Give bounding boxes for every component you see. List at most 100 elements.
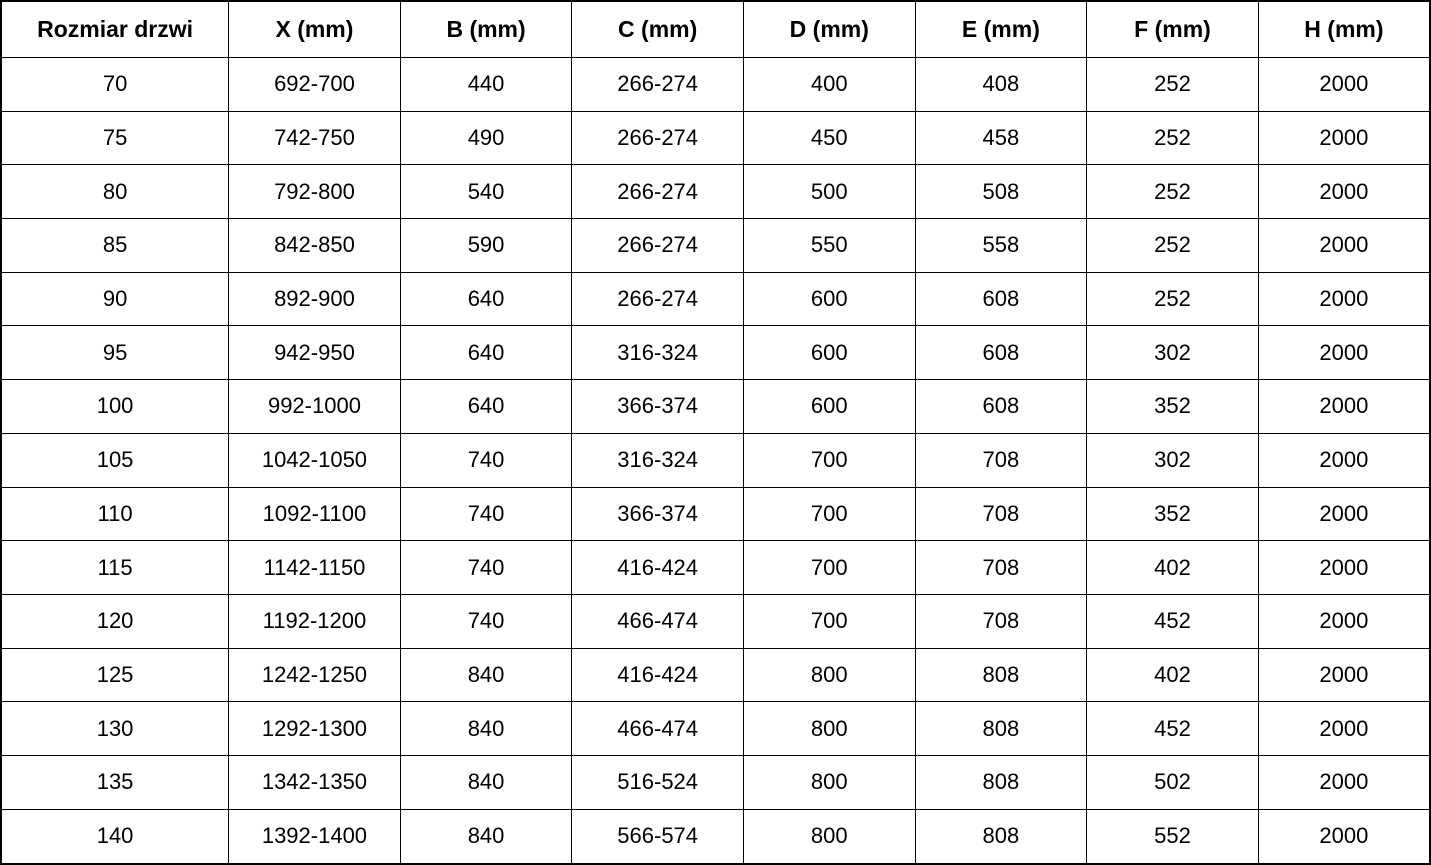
dimension-cell: 402 [1086,647,1259,703]
column-header: C (mm) [571,0,744,58]
dimension-cell: 466-474 [571,701,744,756]
dimension-cell: 266-274 [571,110,744,166]
dimension-cell: 740 [399,540,573,595]
dimension-cell: 800 [742,701,916,756]
dimension-cell: 316-324 [571,432,744,488]
dimension-cell: 2000 [1257,808,1431,865]
dimension-cell: 450 [742,110,916,166]
dimension-cell: 2000 [1257,593,1431,649]
dimension-cell: 252 [1086,218,1259,273]
dimension-cell: 1242-1250 [228,647,401,703]
door-size-cell: 110 [0,486,230,542]
dimension-cell: 366-374 [571,379,744,434]
door-size-cell: 125 [0,647,230,703]
dimension-cell: 700 [742,432,916,488]
door-size-cell: 115 [0,540,230,595]
dimension-cell: 640 [399,379,573,434]
table-row: 95 942-950 640 316-324 600 608 302 2000 [0,325,1431,381]
dimension-cell: 600 [742,325,916,381]
dimension-cell: 1342-1350 [228,754,401,810]
dimension-cell: 2000 [1257,379,1431,434]
header-row: Rozmiar drzwi X (mm) B (mm) C (mm) D (mm) E (… [0,0,1431,58]
dimension-cell: 800 [742,808,916,865]
dimension-cell: 808 [914,647,1088,703]
door-size-cell: 105 [0,432,230,488]
door-size-cell: 70 [0,57,230,112]
dimension-cell: 608 [914,325,1088,381]
dimension-cell: 840 [399,754,573,810]
dimension-cell: 502 [1086,754,1259,810]
dimension-cell: 808 [914,701,1088,756]
dimension-cell: 842-850 [228,218,401,273]
dimension-cell: 2000 [1257,486,1431,542]
table-row: 140 1392-1400 840 566-574 800 808 552 2000 [0,808,1431,865]
dimension-cell: 402 [1086,540,1259,595]
dimension-cell: 452 [1086,593,1259,649]
dimension-cell: 892-900 [228,271,401,327]
door-size-cell: 90 [0,271,230,327]
dimension-cell: 608 [914,379,1088,434]
column-header: B (mm) [399,0,573,58]
dimension-cell: 2000 [1257,271,1431,327]
dimension-cell: 466-474 [571,593,744,649]
door-size-cell: 135 [0,754,230,810]
dimension-cell: 2000 [1257,432,1431,488]
door-size-cell: 80 [0,164,230,220]
dimension-cell: 302 [1086,325,1259,381]
dimension-cell: 352 [1086,379,1259,434]
column-header: E (mm) [914,0,1088,58]
dimension-cell: 2000 [1257,57,1431,112]
dimension-cell: 700 [742,540,916,595]
dimension-cell: 590 [399,218,573,273]
dimension-cell: 552 [1086,808,1259,865]
column-header: Rozmiar drzwi [0,0,230,58]
dimension-cell: 692-700 [228,57,401,112]
dimension-cell: 1392-1400 [228,808,401,865]
dimension-cell: 2000 [1257,701,1431,756]
dimension-cell: 2000 [1257,754,1431,810]
dimension-cell: 540 [399,164,573,220]
dimension-cell: 742-750 [228,110,401,166]
dimension-cell: 2000 [1257,110,1431,166]
column-header: D (mm) [742,0,916,58]
dimension-cell: 252 [1086,164,1259,220]
table-row: 130 1292-1300 840 466-474 800 808 452 2000 [0,701,1431,756]
table-row: 135 1342-1350 840 516-524 800 808 502 2000 [0,754,1431,810]
dimension-cell: 2000 [1257,325,1431,381]
door-size-cell: 85 [0,218,230,273]
dimension-cell: 366-374 [571,486,744,542]
dimension-cell: 266-274 [571,164,744,220]
dimension-cell: 700 [742,486,916,542]
table-body: 70 692-700 440 266-274 400 408 252 2000 75 742-75… [0,57,1431,865]
table-row: 75 742-750 490 266-274 450 458 252 2000 [0,110,1431,166]
dimension-cell: 740 [399,593,573,649]
dimension-cell: 740 [399,486,573,542]
dimension-cell: 2000 [1257,647,1431,703]
dimension-cell: 740 [399,432,573,488]
dimension-cell: 558 [914,218,1088,273]
dimension-cell: 2000 [1257,540,1431,595]
table-row: 125 1242-1250 840 416-424 800 808 402 2000 [0,647,1431,703]
table-header: Rozmiar drzwi X (mm) B (mm) C (mm) D (mm) E (… [0,0,1431,58]
door-size-cell: 95 [0,325,230,381]
dimension-cell: 416-424 [571,540,744,595]
dimension-cell: 608 [914,271,1088,327]
column-header: X (mm) [228,0,401,58]
dimension-cell: 2000 [1257,164,1431,220]
table-row: 70 692-700 440 266-274 400 408 252 2000 [0,57,1431,112]
dimension-cell: 550 [742,218,916,273]
dimension-cell: 640 [399,325,573,381]
dimension-cell: 840 [399,647,573,703]
table-row: 115 1142-1150 740 416-424 700 708 402 2000 [0,540,1431,595]
dimension-cell: 1042-1050 [228,432,401,488]
dimension-cell: 1092-1100 [228,486,401,542]
dimension-cell: 708 [914,540,1088,595]
dimension-cell: 1292-1300 [228,701,401,756]
dimension-cell: 1142-1150 [228,540,401,595]
dimension-cell: 500 [742,164,916,220]
dimension-cell: 490 [399,110,573,166]
dimension-cell: 992-1000 [228,379,401,434]
dimension-cell: 808 [914,754,1088,810]
table-row: 85 842-850 590 266-274 550 558 252 2000 [0,218,1431,273]
dimension-cell: 416-424 [571,647,744,703]
